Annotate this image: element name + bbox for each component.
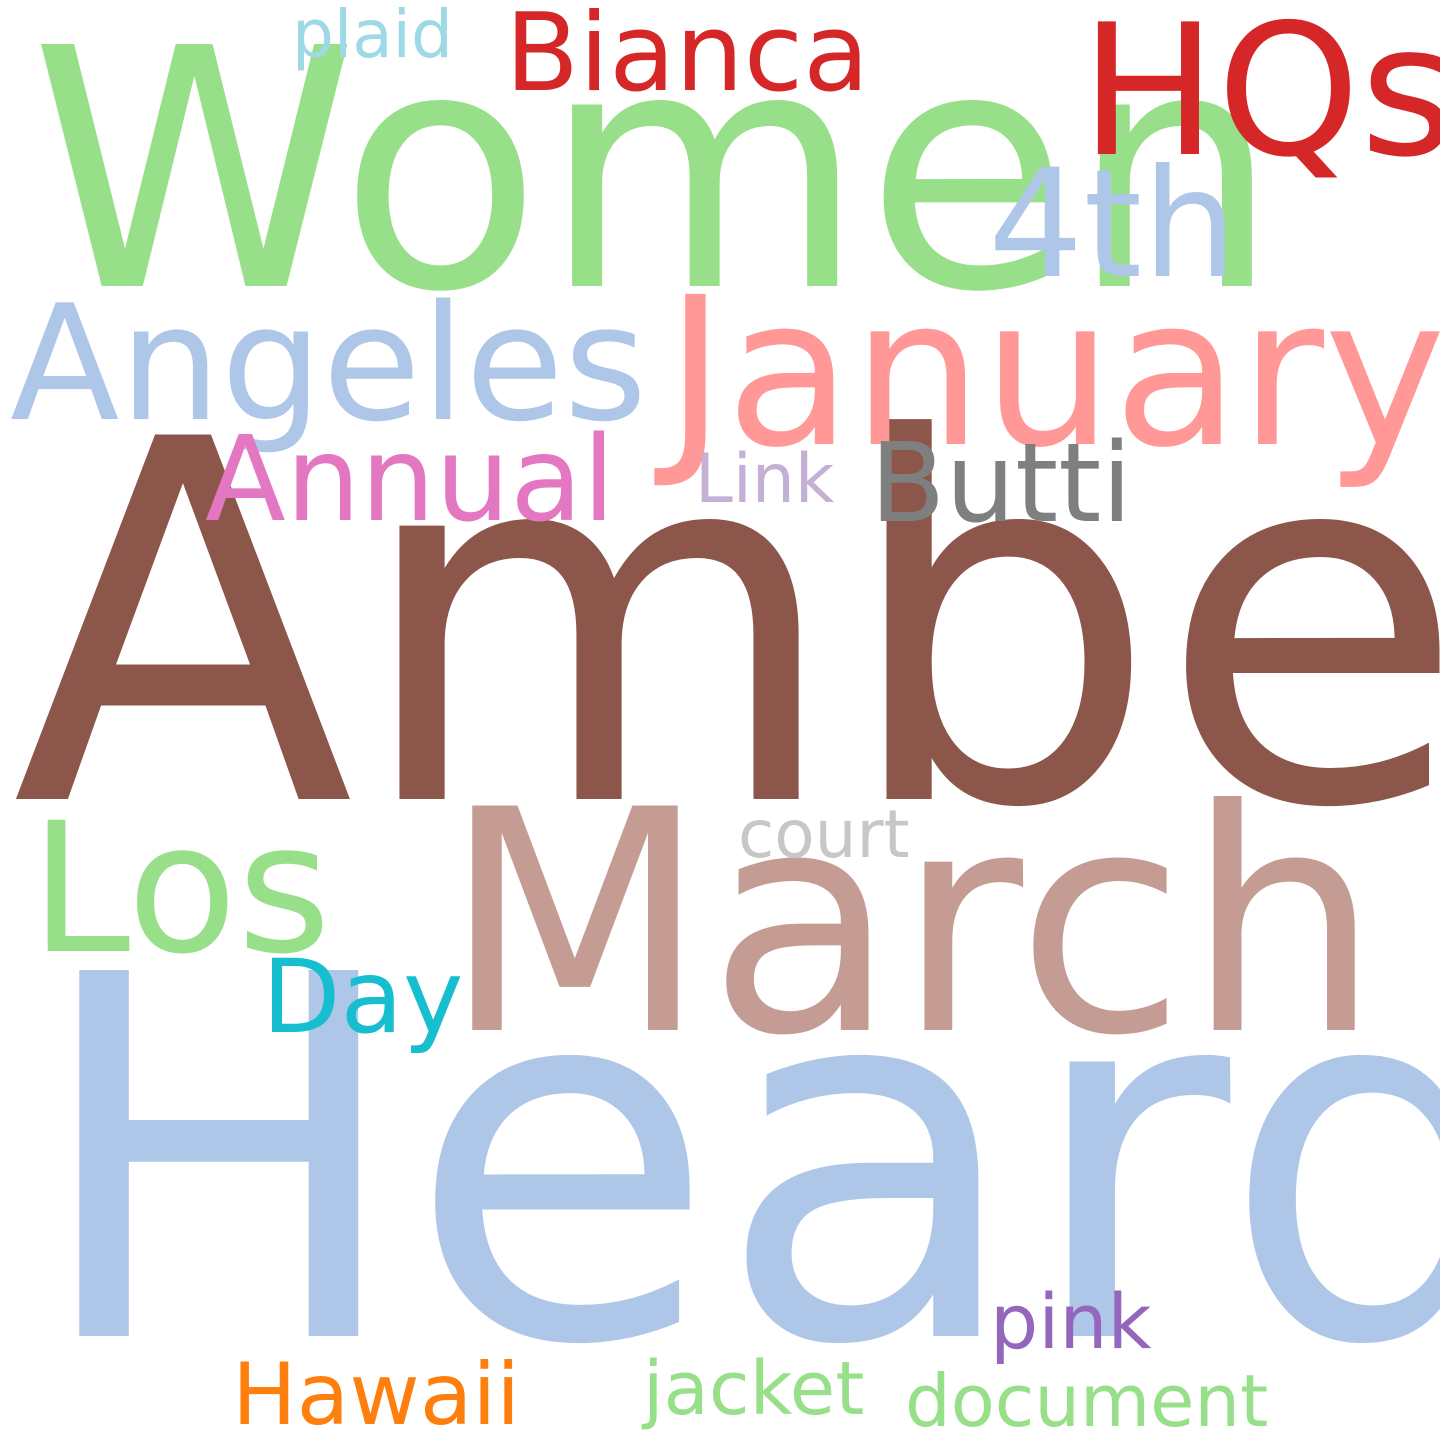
word-hawaii: Hawaii — [232, 1345, 521, 1440]
word-court: court — [738, 796, 910, 873]
word-angeles: Angeles — [10, 270, 648, 457]
word-bianca: Bianca — [505, 0, 870, 116]
word-annual: Annual — [205, 410, 616, 548]
word-march: March — [442, 744, 1381, 1103]
word-jacket: jacket — [643, 1346, 865, 1432]
word-heard: Heard — [30, 871, 1440, 1440]
word-plaid: plaid — [292, 0, 453, 73]
word-women: Women — [30, 0, 1281, 365]
word-january: January — [665, 253, 1440, 493]
word-butti: Butti — [870, 419, 1133, 547]
word-link: Link — [695, 440, 835, 519]
word-day: Day — [262, 938, 464, 1057]
word-amber: Amber — [12, 335, 1440, 917]
word-hqs: HQs — [1080, 0, 1440, 197]
word-pink: pink — [990, 1277, 1152, 1366]
word-los: Los — [30, 785, 332, 994]
word-document: document — [905, 1359, 1269, 1440]
word-4th: 4th — [988, 138, 1238, 312]
